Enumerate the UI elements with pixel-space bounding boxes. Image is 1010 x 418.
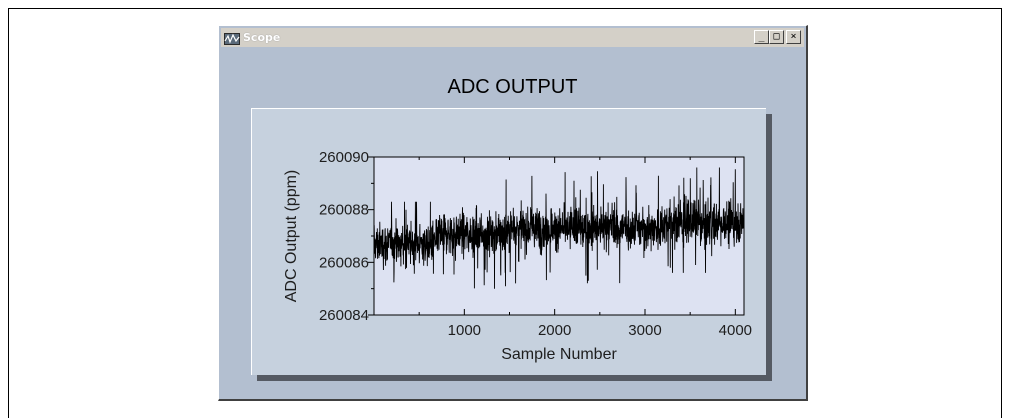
scope-window: Scope _ □ × ADC OUTPUT 260084 260086 26008… (218, 25, 808, 401)
window-controls: _ □ × (754, 30, 801, 44)
y-tick-label: 260084 (319, 307, 369, 324)
window-title: Scope (243, 31, 280, 44)
x-tick-label: 3000 (628, 322, 661, 339)
y-tick-label: 260090 (319, 149, 369, 166)
plot-panel: 260084 260086 260088 260090 1000 2000 3000 4000… (251, 108, 766, 375)
x-tick-label: 1000 (448, 322, 481, 339)
adc-output-chart: 260084 260086 260088 260090 1000 2000 3000 4000… (252, 109, 767, 376)
y-tick-label: 260088 (319, 202, 369, 219)
x-tick-label: 4000 (719, 322, 752, 339)
y-axis-label: ADC Output (ppm) (283, 170, 300, 302)
close-button[interactable]: × (786, 30, 801, 44)
title-bar[interactable]: Scope _ □ × (221, 28, 804, 47)
scope-app-icon (224, 32, 240, 44)
x-tick-label: 2000 (538, 322, 571, 339)
y-tick-label: 260086 (319, 254, 369, 271)
chart-title: ADC OUTPUT (219, 76, 806, 99)
maximize-button[interactable]: □ (769, 30, 784, 44)
x-axis-label: Sample Number (501, 346, 617, 363)
minimize-button[interactable]: _ (754, 30, 769, 44)
